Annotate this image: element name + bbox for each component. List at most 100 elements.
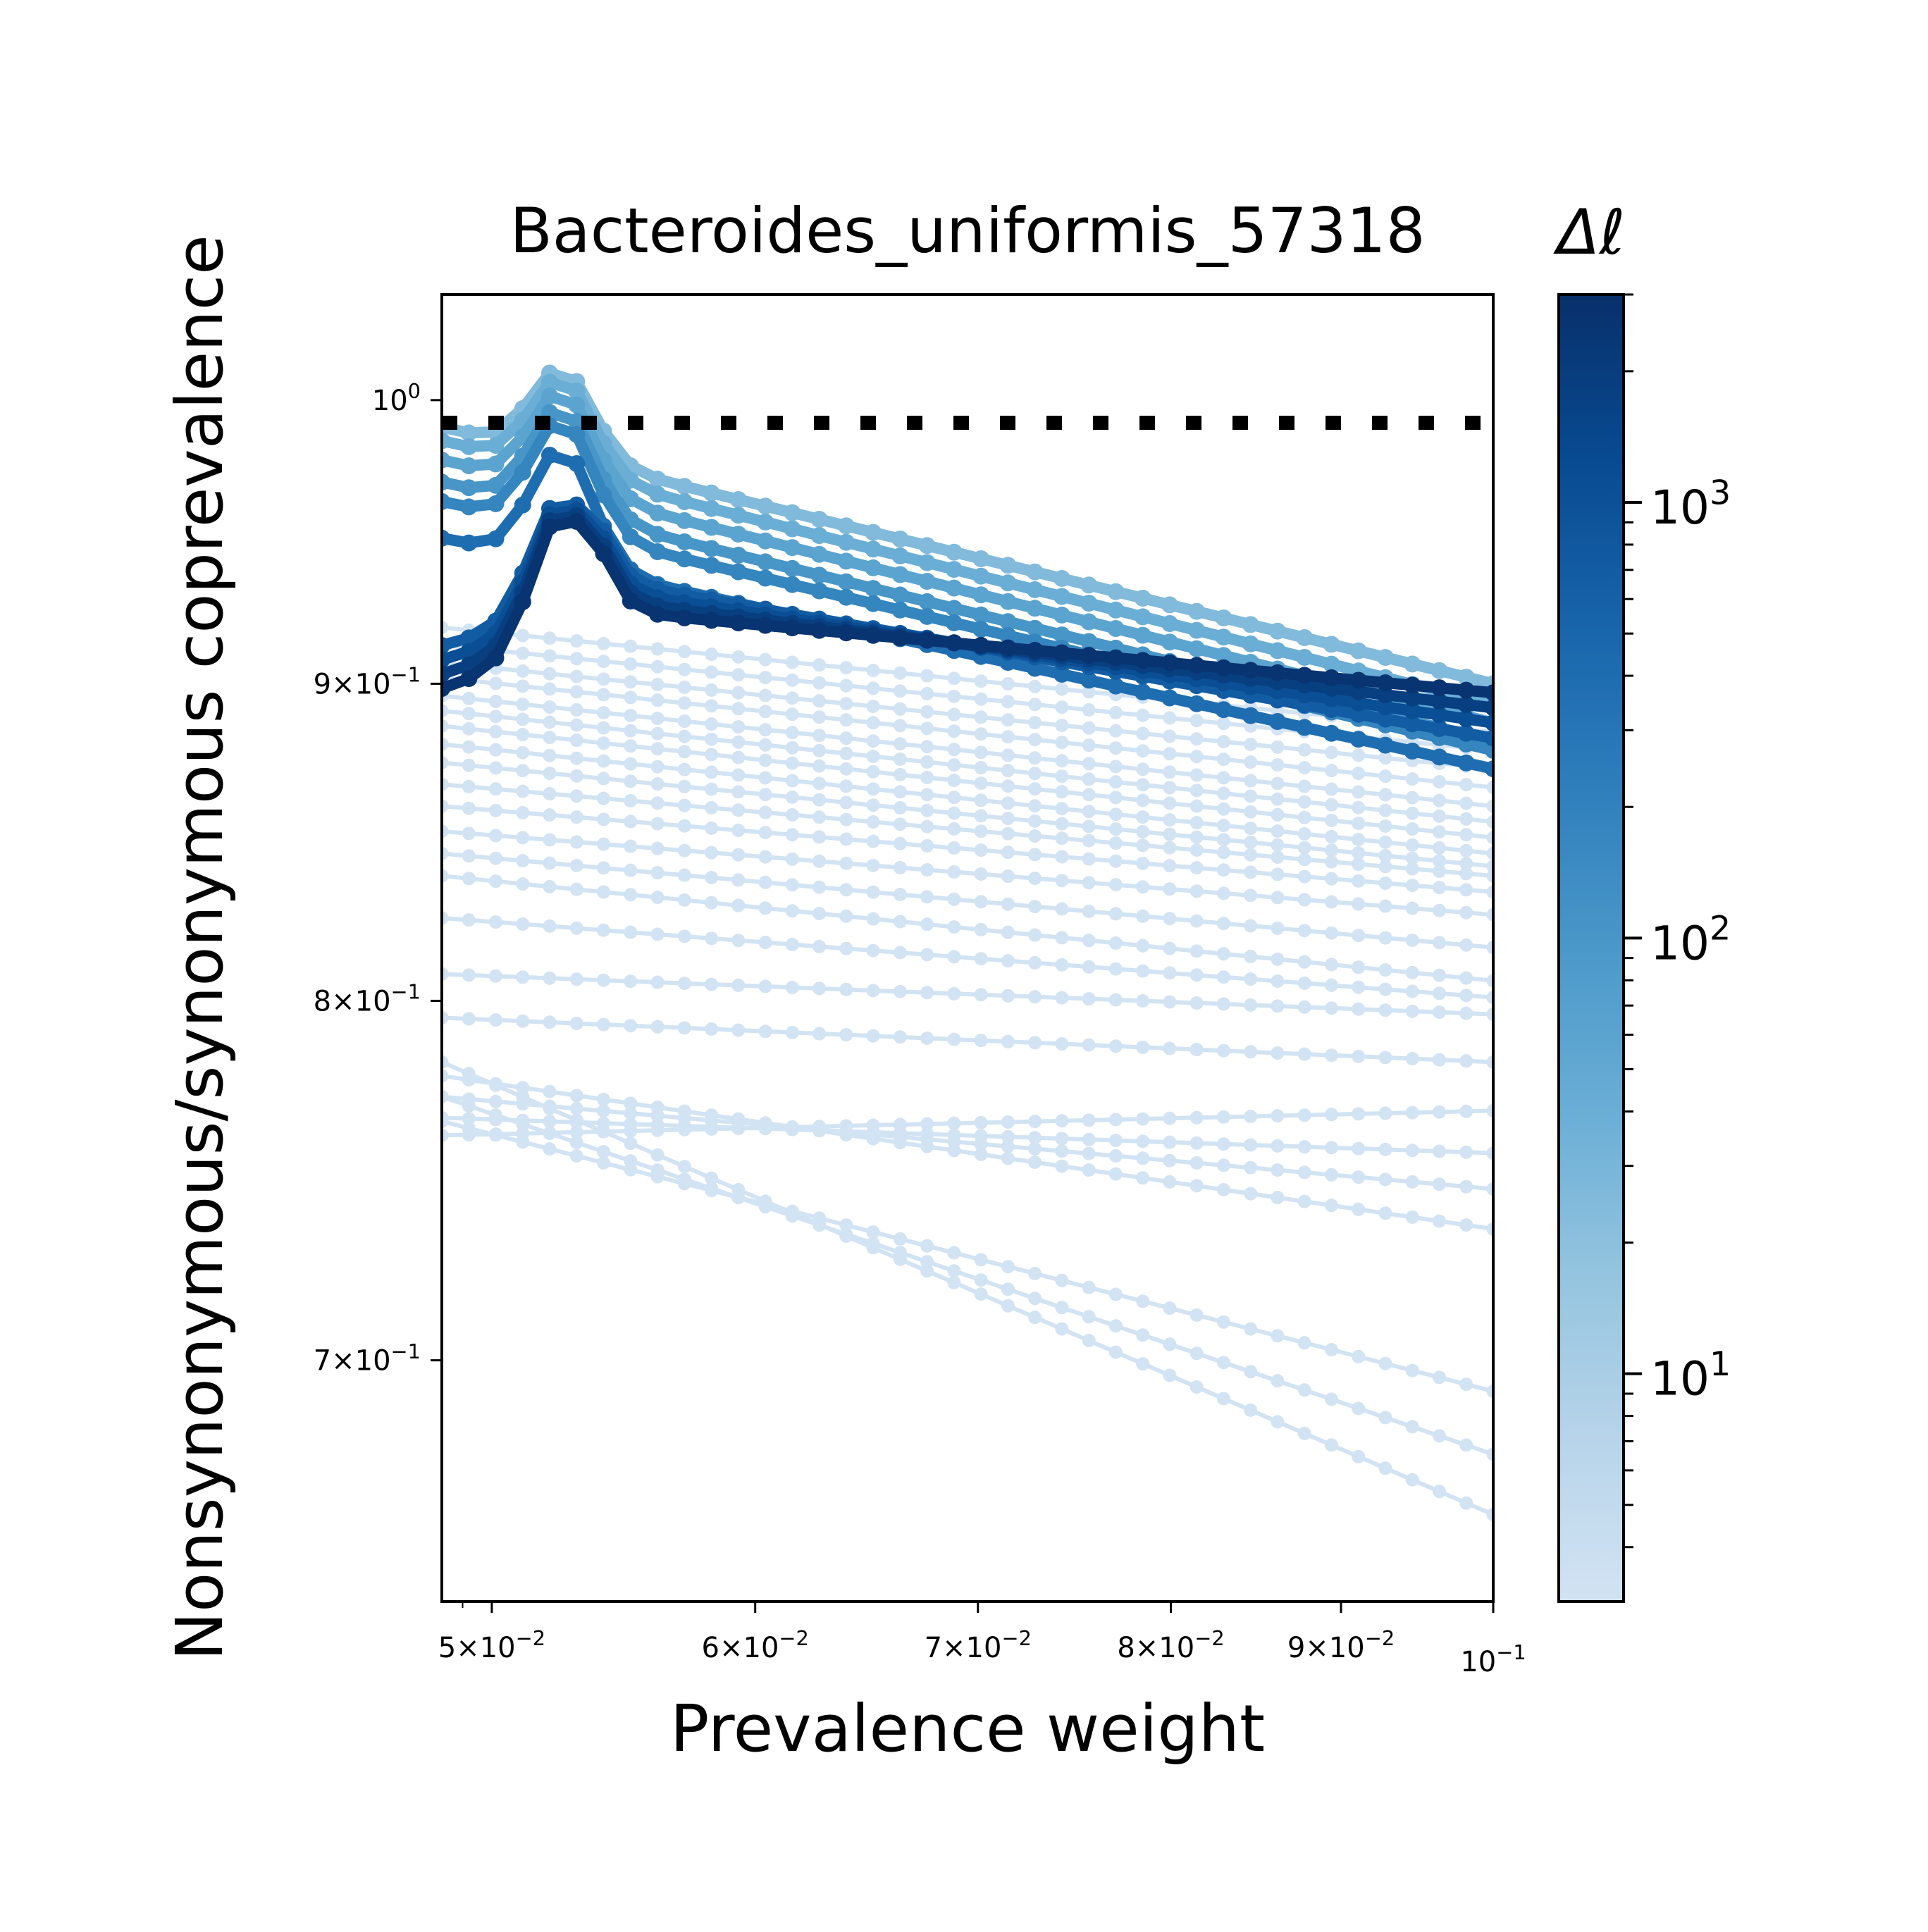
data-point <box>947 1264 961 1278</box>
data-point <box>1136 994 1150 1008</box>
data-point <box>1352 817 1366 830</box>
series <box>442 671 1493 794</box>
data-point <box>785 741 799 755</box>
data-point <box>974 952 988 966</box>
data-point <box>1271 1109 1285 1123</box>
data-point <box>1405 862 1419 876</box>
data-point <box>731 768 746 782</box>
data-point <box>442 824 449 838</box>
data-point <box>1163 711 1177 725</box>
data-point <box>1297 779 1311 793</box>
data-point <box>785 852 799 866</box>
data-point <box>1001 826 1015 841</box>
series-line <box>442 804 1493 894</box>
data-point <box>812 710 827 724</box>
data-point <box>514 496 531 514</box>
data-point <box>1001 869 1015 884</box>
data-point <box>1108 741 1123 755</box>
data-point <box>1377 686 1394 704</box>
data-point <box>442 1128 449 1142</box>
data-point <box>1271 850 1285 864</box>
data-point <box>650 1170 665 1184</box>
data-point <box>650 1148 665 1162</box>
data-point <box>462 1092 476 1106</box>
series <box>442 737 1493 860</box>
data-point <box>1244 950 1258 963</box>
data-point <box>1136 1328 1150 1342</box>
data-point <box>758 723 772 737</box>
data-point <box>1378 848 1392 862</box>
data-point <box>1082 834 1096 848</box>
data-point <box>1134 683 1151 701</box>
data-point <box>1108 962 1123 976</box>
data-point <box>489 1094 502 1108</box>
data-point <box>1028 1267 1042 1280</box>
data-point <box>442 719 449 733</box>
data-point <box>1378 1051 1392 1065</box>
data-point <box>1001 1139 1015 1153</box>
data-point <box>1352 1170 1366 1184</box>
data-point <box>1404 689 1421 707</box>
data-point <box>918 537 936 555</box>
data-point <box>1244 888 1258 903</box>
data-point <box>812 743 827 757</box>
data-point <box>1136 1171 1150 1185</box>
data-point <box>1405 1004 1419 1018</box>
data-point <box>1001 748 1015 762</box>
data-point <box>569 733 583 748</box>
data-point <box>677 662 691 676</box>
data-point <box>1216 802 1230 816</box>
data-point <box>1161 615 1178 632</box>
data-point <box>624 1019 638 1033</box>
data-point <box>569 1136 583 1150</box>
data-point <box>1244 1365 1258 1379</box>
data-point <box>1352 897 1366 911</box>
data-point <box>1297 924 1311 938</box>
data-point <box>1486 1103 1493 1117</box>
data-point <box>1108 807 1123 822</box>
data-point <box>516 679 530 693</box>
colorbar-ticks: 101 102 103 <box>1624 293 1731 1549</box>
data-point <box>947 758 961 772</box>
data-point <box>569 652 583 666</box>
data-point <box>650 796 665 810</box>
chart-title: Bacteroides_uniformis_57318 <box>509 194 1425 267</box>
data-point <box>569 1017 583 1030</box>
series <box>442 911 1493 1005</box>
data-point <box>920 890 934 904</box>
data-point <box>1242 635 1259 652</box>
data-point <box>1216 753 1230 767</box>
data-point <box>1055 817 1069 831</box>
data-point <box>597 973 610 987</box>
data-point <box>676 478 693 495</box>
data-point <box>1325 798 1338 812</box>
data-point <box>1430 748 1448 766</box>
data-point <box>1352 800 1366 815</box>
data-point <box>624 675 638 689</box>
data-point <box>489 851 502 865</box>
data-point <box>1055 802 1069 816</box>
data-point <box>866 750 880 763</box>
data-point <box>1459 938 1473 952</box>
data-point <box>839 812 853 826</box>
data-point <box>920 986 934 1000</box>
data-point <box>677 977 691 991</box>
data-point <box>624 657 638 671</box>
data-point <box>1082 1310 1096 1324</box>
data-point <box>1486 1447 1493 1461</box>
data-point <box>650 817 665 831</box>
data-point <box>1378 931 1392 945</box>
data-point <box>516 1081 530 1095</box>
data-point <box>1486 885 1493 899</box>
data-point <box>810 511 828 528</box>
data-point <box>785 981 799 994</box>
data-point <box>1297 841 1311 855</box>
data-point <box>595 545 612 562</box>
data-point <box>624 639 638 653</box>
data-point <box>489 829 502 843</box>
data-point <box>1433 968 1446 982</box>
data-point <box>1485 729 1493 747</box>
data-point <box>1055 1322 1069 1336</box>
data-point <box>624 888 638 902</box>
